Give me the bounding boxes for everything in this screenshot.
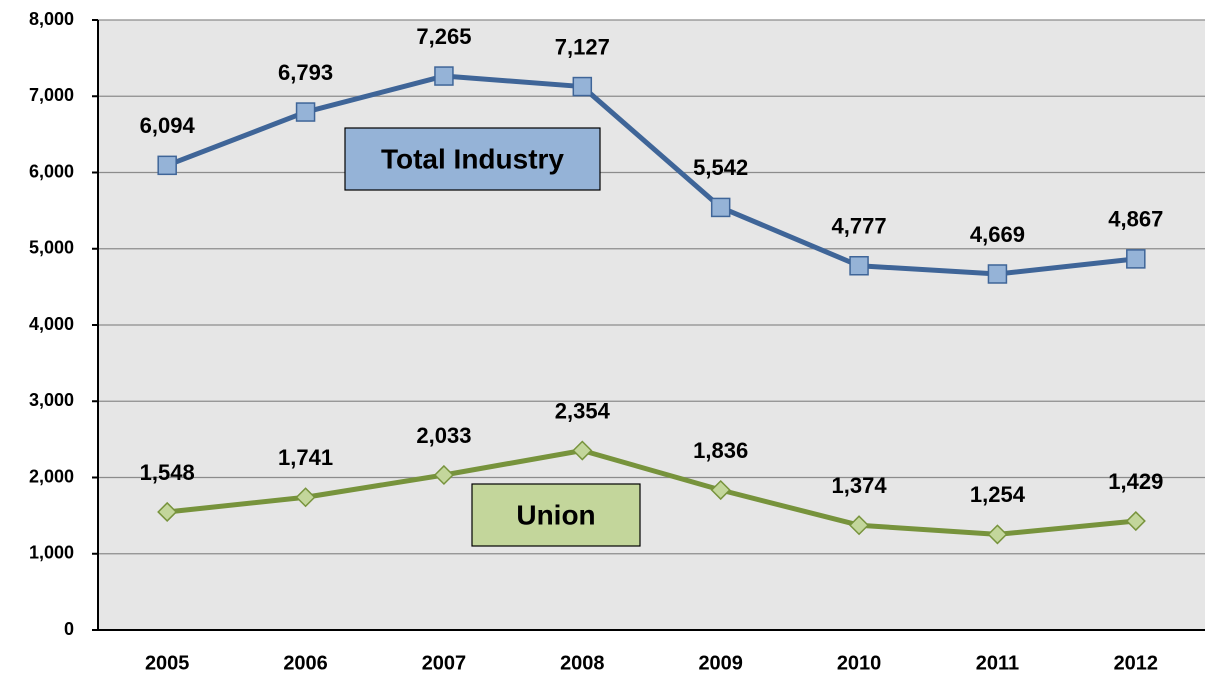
marker xyxy=(987,264,1008,284)
legend-box xyxy=(471,483,641,547)
x-tick-label: 2005 xyxy=(145,652,190,674)
legend-label: Total Industry xyxy=(381,143,564,174)
marker xyxy=(157,155,177,176)
data-label: 1,429 xyxy=(1108,469,1163,494)
marker xyxy=(572,76,593,97)
marker xyxy=(1126,249,1146,269)
data-label: 1,254 xyxy=(970,482,1026,507)
legend-box xyxy=(344,127,601,191)
y-tick-label: 0 xyxy=(64,619,74,639)
marker xyxy=(295,102,316,122)
series-line xyxy=(166,448,1137,537)
y-tick-label: 7,000 xyxy=(29,85,74,105)
data-label: 6,793 xyxy=(278,60,333,85)
data-label: 4,669 xyxy=(970,222,1025,247)
marker xyxy=(849,515,870,536)
marker xyxy=(572,440,593,461)
marker xyxy=(710,197,731,218)
marker xyxy=(849,256,869,276)
marker xyxy=(157,501,178,523)
data-label: 2,354 xyxy=(555,398,611,423)
y-tick-label: 5,000 xyxy=(29,238,74,258)
data-label: 7,127 xyxy=(555,34,610,59)
data-label: 1,374 xyxy=(832,473,888,498)
data-label: 2,033 xyxy=(416,423,471,448)
data-label: 4,777 xyxy=(832,214,887,239)
data-label: 4,867 xyxy=(1108,207,1163,232)
y-tick-label: 6,000 xyxy=(29,161,74,181)
data-label: 7,265 xyxy=(416,24,471,49)
data-label: 1,741 xyxy=(278,445,333,470)
data-label: 6,094 xyxy=(140,113,196,138)
y-tick-label: 8,000 xyxy=(29,9,74,29)
series-line xyxy=(166,73,1137,277)
x-tick-label: 2011 xyxy=(976,652,1019,674)
y-tick-label: 1,000 xyxy=(29,543,74,563)
x-tick-label: 2009 xyxy=(698,652,743,674)
y-tick-label: 3,000 xyxy=(29,390,74,410)
data-label: 5,542 xyxy=(693,155,748,180)
y-tick-label: 2,000 xyxy=(29,466,74,486)
x-tick-label: 2012 xyxy=(1114,652,1159,674)
marker xyxy=(433,464,454,486)
data-label: 1,548 xyxy=(140,460,195,485)
marker xyxy=(987,524,1008,545)
marker xyxy=(1125,510,1146,532)
y-tick-label: 4,000 xyxy=(29,314,74,334)
data-label: 1,836 xyxy=(693,438,748,463)
legend-label: Union xyxy=(516,499,595,530)
x-tick-label: 2006 xyxy=(283,652,328,674)
x-tick-label: 2010 xyxy=(837,652,882,674)
marker xyxy=(295,487,316,508)
x-tick-label: 2008 xyxy=(560,652,605,674)
marker xyxy=(434,66,454,86)
marker xyxy=(710,479,731,501)
x-tick-label: 2007 xyxy=(422,652,467,674)
